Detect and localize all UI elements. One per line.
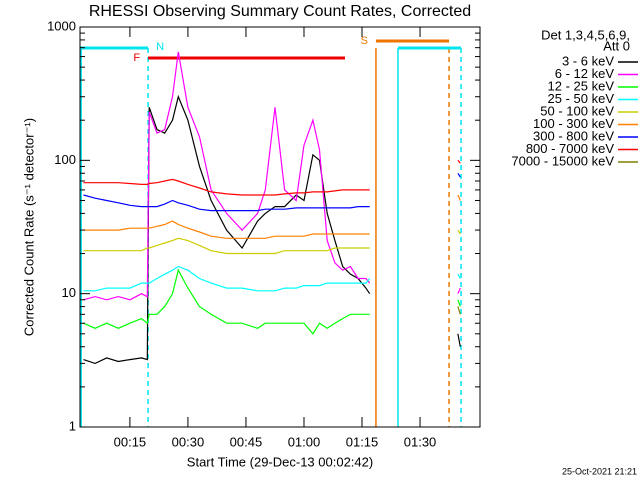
x-tick-label: 01:15 bbox=[346, 434, 379, 449]
y-tick-label: 100 bbox=[54, 152, 76, 167]
legend-label: 6 - 12 keV bbox=[555, 66, 615, 81]
plot-frame bbox=[79, 26, 481, 428]
y-axis-label: Corrected Count Rate (s⁻¹ detector⁻¹) bbox=[21, 118, 36, 336]
flag-label: F bbox=[133, 52, 140, 64]
legend-label: 100 - 300 keV bbox=[533, 116, 614, 131]
legend-title: Det 1,3,4,5,6,9, bbox=[541, 27, 630, 42]
legend-label: 800 - 7000 keV bbox=[526, 141, 615, 156]
timestamp: 25-Oct-2021 21:21 bbox=[562, 466, 637, 476]
x-tick-label: 00:45 bbox=[230, 434, 263, 449]
x-tick-label: 00:30 bbox=[172, 434, 205, 449]
series-line bbox=[83, 229, 461, 255]
series-line bbox=[83, 194, 461, 239]
series-line bbox=[83, 265, 461, 292]
x-tick-label: 01:30 bbox=[404, 434, 437, 449]
legend-label: 12 - 25 keV bbox=[548, 78, 615, 93]
y-tick-label: 1000 bbox=[47, 18, 76, 33]
legend-title: Att 0 bbox=[603, 38, 630, 53]
y-tick-label: 1 bbox=[69, 418, 76, 433]
x-axis-label: Start Time (29-Dec-13 00:02:42) bbox=[187, 454, 373, 469]
series-line bbox=[83, 159, 461, 196]
series-line bbox=[83, 94, 461, 365]
legend-label: 300 - 800 keV bbox=[533, 128, 614, 143]
chart-title: RHESSI Observing Summary Count Rates, Co… bbox=[89, 3, 471, 20]
legend-label: 3 - 6 keV bbox=[562, 53, 614, 68]
series-line bbox=[83, 268, 461, 335]
series-line bbox=[83, 172, 461, 212]
legend-label: 25 - 50 keV bbox=[548, 91, 615, 106]
series-line bbox=[457, 306, 461, 315]
legend-label: 7000 - 15000 keV bbox=[511, 153, 614, 168]
x-tick-label: 01:00 bbox=[288, 434, 321, 449]
flag-label: N bbox=[156, 41, 164, 53]
flag-label: S bbox=[361, 35, 368, 47]
series-line bbox=[83, 51, 461, 301]
legend-label: 50 - 100 keV bbox=[540, 103, 614, 118]
y-tick-label: 10 bbox=[62, 285, 76, 300]
x-tick-label: 00:15 bbox=[114, 434, 147, 449]
